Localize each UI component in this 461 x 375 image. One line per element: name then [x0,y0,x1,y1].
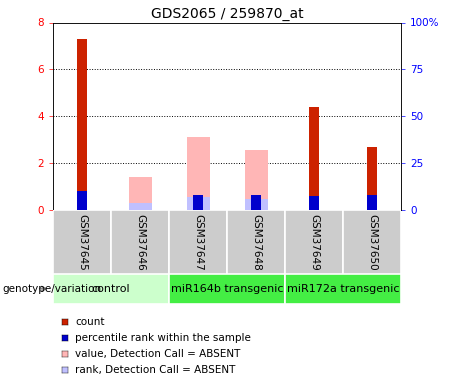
Bar [129,203,152,210]
Text: count: count [75,317,105,327]
Bar [367,147,377,210]
Bar [77,39,87,210]
Text: genotype/variation: genotype/variation [2,284,101,294]
Text: GSM37645: GSM37645 [77,213,87,270]
Bar [53,274,169,304]
Text: value, Detection Call = ABSENT: value, Detection Call = ABSENT [75,349,241,359]
Text: rank, Detection Call = ABSENT: rank, Detection Call = ABSENT [75,365,236,375]
Bar [77,191,87,210]
Bar [53,210,111,274]
Title: GDS2065 / 259870_at: GDS2065 / 259870_at [151,8,303,21]
Bar [187,137,209,210]
Bar [343,210,401,274]
Bar [285,210,343,274]
Bar [193,195,203,210]
Bar [169,210,227,274]
Bar [227,210,285,274]
Bar [367,195,377,210]
Text: GSM37650: GSM37650 [367,214,377,270]
Bar [309,107,319,210]
Bar [251,195,261,210]
Bar [169,274,285,304]
Text: miR172a transgenic: miR172a transgenic [287,284,399,294]
Text: miR164b transgenic: miR164b transgenic [171,284,284,294]
Text: GSM37647: GSM37647 [193,213,203,270]
Bar [245,150,267,210]
Bar [187,197,209,210]
Text: control: control [92,284,130,294]
Bar [309,196,319,210]
Bar [111,210,169,274]
Text: GSM37648: GSM37648 [251,213,261,270]
Text: GSM37646: GSM37646 [135,213,145,270]
Text: GSM37649: GSM37649 [309,213,319,270]
Bar [129,177,152,210]
Text: percentile rank within the sample: percentile rank within the sample [75,333,251,343]
Bar [285,274,401,304]
Bar [245,200,267,210]
